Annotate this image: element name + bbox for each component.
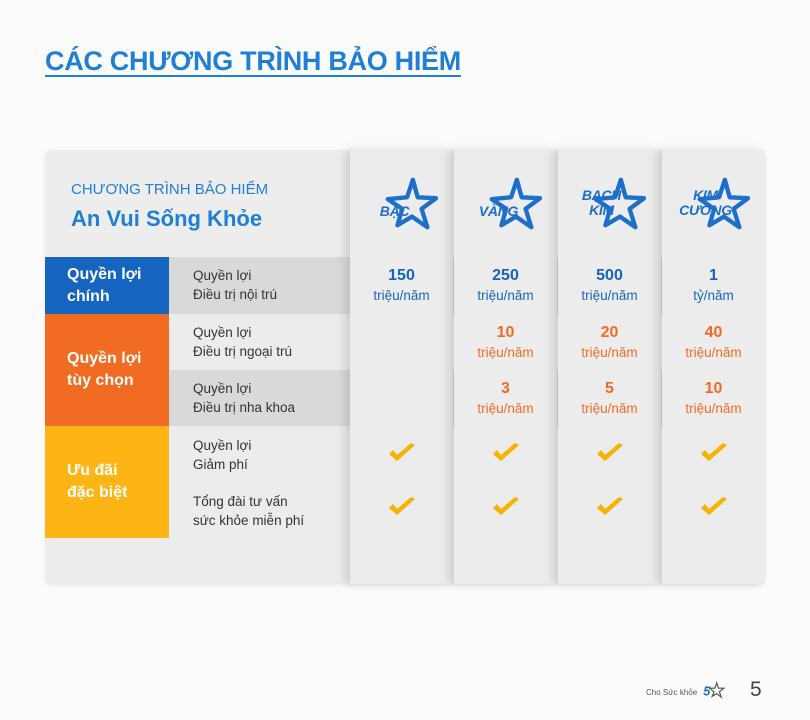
tier-column-kim-cuong: KIM CƯƠNG 1 tỷ/năm 40 triệu/năm 10 triệu/nă… — [662, 150, 765, 584]
tier-column-bach-kim: BẠCH KIM 500 triệu/năm 20 triệu/năm 5 triệu… — [558, 150, 661, 584]
value-cell: 20 triệu/năm — [581, 324, 638, 360]
checkmark-icon — [597, 497, 623, 515]
tier-label: VÀNG — [478, 203, 519, 219]
category-special: Ưu đãi đặc biệt — [45, 426, 169, 538]
value-cell: 5 triệu/năm — [581, 380, 638, 416]
svg-text:5: 5 — [703, 684, 711, 698]
checkmark-icon — [701, 497, 727, 515]
category-label: tùy chọn — [67, 372, 134, 389]
category-main: Quyền lợi chính — [45, 257, 169, 314]
value-cell: 150 triệu/năm — [373, 267, 430, 303]
row-label: Tổng đài tư vấn sức khỏe miễn phí — [193, 494, 305, 528]
tier-column-bac: BẠC 150 triệu/năm — [350, 150, 453, 584]
page-number: 5 — [750, 678, 762, 701]
checkmark-icon — [701, 443, 727, 461]
table-header: CHƯƠNG TRÌNH BẢO HIỂM An Vui Sống Khỏe — [45, 150, 350, 257]
category-label: Quyền lợi — [67, 350, 142, 367]
value-cell: 3 triệu/năm — [477, 380, 534, 416]
category-label: đặc biệt — [67, 484, 128, 501]
checkmark-icon — [389, 497, 415, 515]
tier-label: BẠC — [379, 203, 410, 219]
tier-label: KIM — [589, 202, 614, 218]
page-title: CÁC CHƯƠNG TRÌNH BẢO HIỂM — [45, 46, 461, 76]
tier-header-bac: BẠC — [350, 172, 453, 242]
value-cell: 40 triệu/năm — [685, 324, 742, 360]
category-label: Quyền lợi — [67, 265, 142, 283]
tier-header-vang: VÀNG — [454, 172, 557, 242]
value-cell: 250 triệu/năm — [477, 267, 534, 303]
program-subtitle: CHƯƠNG TRÌNH BẢO HIỂM — [71, 181, 269, 198]
row-label: Quyền lợi Điều trị nội trú — [193, 268, 278, 302]
row-label: Quyền lợi Điều trị ngoại trú — [193, 325, 293, 359]
tier-column-vang: VÀNG 250 triệu/năm 10 triệu/năm 3 triệu/năm — [454, 150, 557, 584]
checkmark-icon — [493, 497, 519, 515]
tier-label: CƯƠNG — [679, 202, 732, 218]
category-optional: Quyền lợi tùy chọn — [45, 314, 169, 426]
row-label: Quyền lợi Điều trị nha khoa — [193, 381, 296, 415]
tier-header-kim-cuong: KIM CƯƠNG — [662, 172, 765, 242]
category-label: Ưu đãi — [67, 462, 118, 479]
star-icon — [697, 177, 750, 230]
product-name: An Vui Sống Khỏe — [71, 206, 263, 231]
checkmark-icon — [389, 443, 415, 461]
value-cell: 10 triệu/năm — [685, 380, 742, 416]
tier-header-bach-kim: BẠCH KIM — [558, 172, 661, 242]
star-icon — [593, 177, 646, 230]
star-icon — [385, 177, 438, 230]
row-label: Quyền lợi Giảm phí — [193, 438, 252, 472]
footer-tagline: Cho Sức khỏe — [646, 688, 698, 697]
value-cell: 1 tỷ/năm — [693, 267, 734, 303]
tier-label: BẠCH — [581, 187, 622, 203]
value-cell: 10 triệu/năm — [477, 324, 534, 360]
star-icon — [489, 177, 542, 230]
checkmark-icon — [597, 443, 623, 461]
checkmark-icon — [493, 443, 519, 461]
tier-label: KIM — [693, 187, 718, 203]
value-cell: 500 triệu/năm — [581, 267, 638, 303]
category-label: chính — [67, 287, 110, 305]
logo-icon: 5 — [703, 681, 725, 699]
